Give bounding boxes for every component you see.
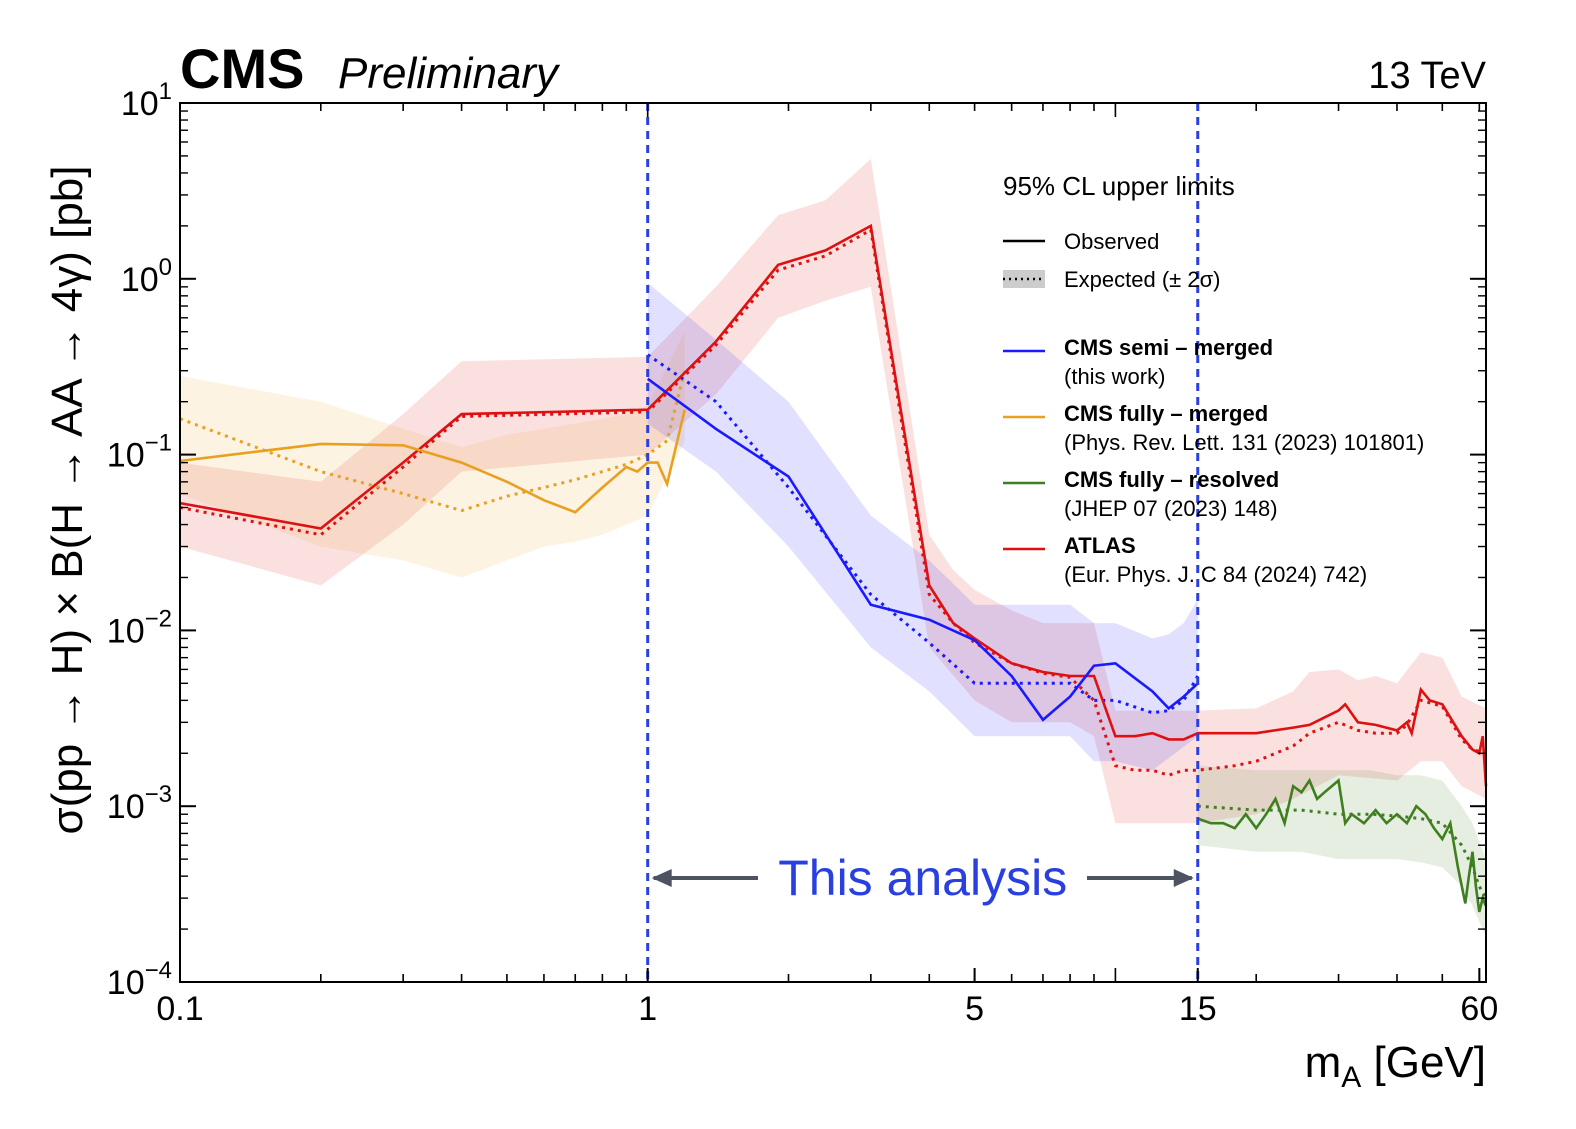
legend-semi-label: CMS semi – merged xyxy=(1064,335,1273,360)
x-axis-ticks: 0.1 1 5 15 60 xyxy=(156,103,1498,1028)
legend-fully_merged-sublabel: (Phys. Rev. Lett. 131 (2023) 101801) xyxy=(1064,430,1424,455)
legend-fully_resolved-label: CMS fully – resolved xyxy=(1064,467,1279,492)
legend-title: 95% CL upper limits xyxy=(1003,171,1235,201)
fully_resolved-band xyxy=(1197,765,1486,938)
y-tick-label: 10−2 xyxy=(107,605,172,650)
atlas-band xyxy=(180,159,1486,824)
x-tick-label: 5 xyxy=(965,990,984,1028)
y-tick-label: 10−1 xyxy=(107,430,172,475)
plot-frame xyxy=(179,102,1487,983)
semi-observed-line xyxy=(646,377,1199,722)
energy-label: 13 TeV xyxy=(1368,55,1486,97)
legend-atlas-sublabel: (Eur. Phys. J. C 84 (2024) 742) xyxy=(1064,562,1367,587)
y-axis-label: σ(pp → H) × B(H → AA → 4γ) [pb] xyxy=(43,165,92,834)
y-axis-ticks: 101 100 10−1 10−2 10−3 10−4 xyxy=(107,78,1486,1002)
semi-band xyxy=(647,282,1198,771)
legend-fully_merged-label: CMS fully – merged xyxy=(1064,401,1268,426)
y-tick-label: 10−3 xyxy=(107,781,172,826)
fully_merged-observed-line xyxy=(179,409,686,514)
legend: 95% CL upper limits Observed Expected (± 2… xyxy=(1003,171,1424,587)
x-axis-label: mA [GeV] xyxy=(1305,1038,1486,1094)
arrow-head-left xyxy=(651,869,672,887)
y-tick-label: 100 xyxy=(121,254,172,299)
x-tick-label: 60 xyxy=(1460,990,1498,1028)
legend-atlas-label: ATLAS xyxy=(1064,533,1136,558)
legend-expected-label: Expected (± 2σ) xyxy=(1064,267,1221,292)
legend-observed-label: Observed xyxy=(1064,229,1159,254)
region-label: This analysis xyxy=(778,850,1067,906)
expected-lines xyxy=(179,227,1488,899)
y-tick-label: 101 xyxy=(121,78,172,123)
fully_resolved-observed-line xyxy=(1197,777,1488,913)
status-label: Preliminary xyxy=(338,49,561,98)
legend-expected-band-swatch xyxy=(1003,270,1045,288)
legend-fully_resolved-sublabel: (JHEP 07 (2023) 148) xyxy=(1064,496,1278,521)
atlas-expected-line xyxy=(179,227,1487,777)
arrow-head-right xyxy=(1173,869,1194,887)
x-tick-label: 15 xyxy=(1179,990,1217,1028)
semi-expected-line xyxy=(646,353,1200,715)
y-tick-label: 10−4 xyxy=(107,957,172,1002)
experiment-label: CMS xyxy=(180,37,304,100)
analysis-region: This analysis xyxy=(646,103,1200,982)
x-tick-label: 1 xyxy=(638,990,657,1028)
atlas-observed-line xyxy=(179,223,1488,787)
observed-lines xyxy=(179,223,1488,913)
legend-semi-sublabel: (this work) xyxy=(1064,364,1165,389)
fully_resolved-expected-line xyxy=(1197,804,1488,899)
x-tick-label: 0.1 xyxy=(156,990,203,1028)
